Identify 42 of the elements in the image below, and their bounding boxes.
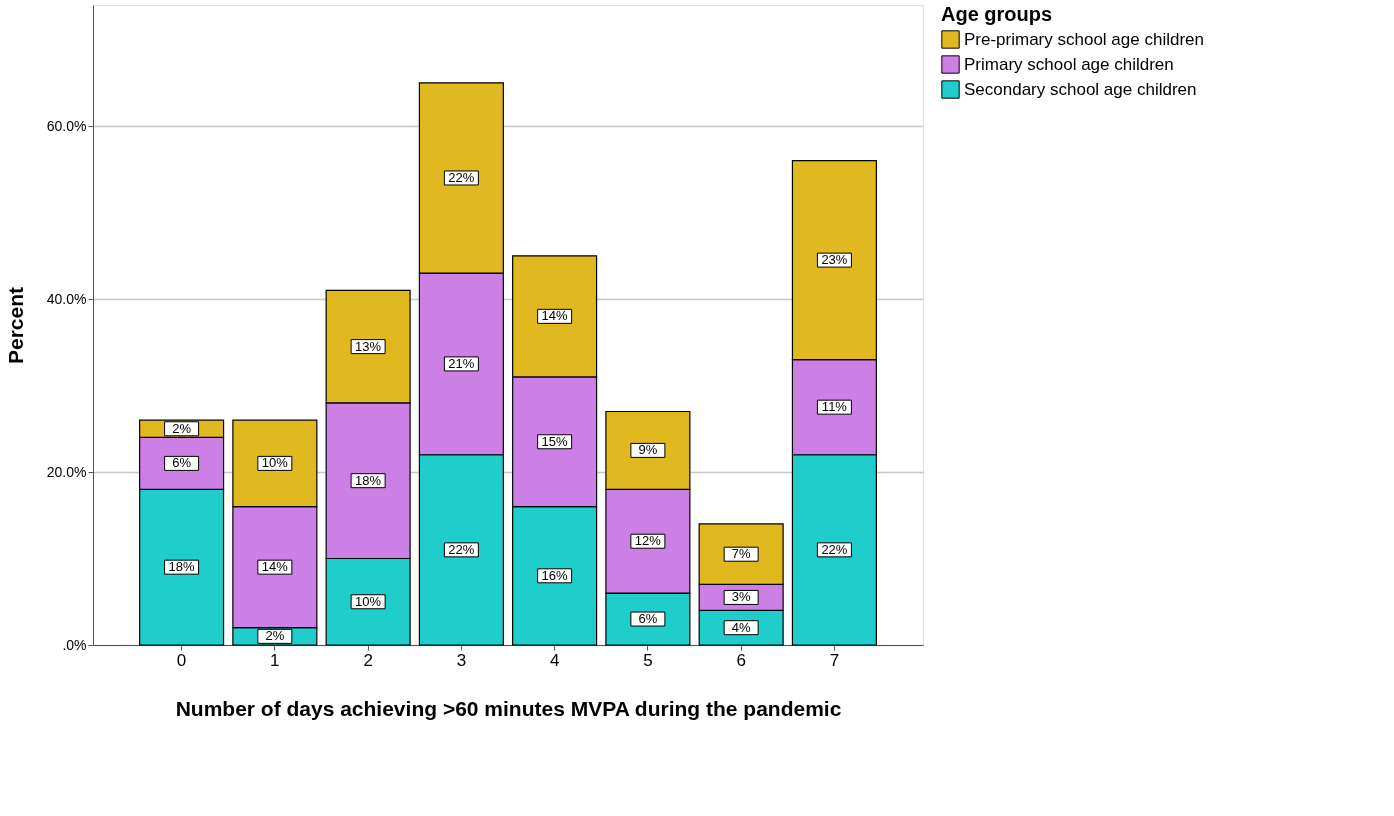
- data-label: 10%: [355, 593, 382, 609]
- legend-title: Age groups: [941, 3, 1053, 25]
- data-label: 11%: [821, 399, 848, 415]
- x-tick-label: 2: [363, 650, 373, 670]
- x-tick-label: 3: [456, 650, 467, 670]
- data-label: 14%: [261, 559, 289, 575]
- data-label: 10%: [261, 455, 289, 471]
- x-axis-title: Number of days achieving >60 minutes MVPA during the pandemic: [175, 696, 842, 720]
- data-label: 12%: [634, 533, 662, 549]
- y-axis-title: Percent: [3, 286, 27, 365]
- legend-label: Pre-primary school age children: [964, 29, 1204, 49]
- x-tick-label: 7: [829, 650, 840, 670]
- legend-label: Secondary school age children: [964, 79, 1197, 99]
- legend-label: Primary school age children: [964, 54, 1174, 74]
- data-label: 18%: [355, 472, 382, 488]
- x-tick-label: 4: [549, 650, 560, 670]
- data-label: 4%: [731, 619, 751, 635]
- data-label: 2%: [172, 420, 192, 436]
- y-tick-label: 40.0%: [46, 290, 87, 307]
- x-tick-label: 5: [643, 650, 653, 670]
- data-label: 22%: [448, 541, 475, 557]
- data-label: 18%: [168, 559, 196, 575]
- data-label: 16%: [541, 567, 569, 583]
- data-label: 6%: [172, 455, 192, 471]
- y-tick-label: 20.0%: [46, 463, 87, 480]
- data-label: 3%: [731, 589, 751, 605]
- data-label: 15%: [541, 433, 569, 449]
- x-tick-label: 6: [736, 650, 746, 670]
- y-tick-label: .0%: [62, 636, 87, 653]
- data-label: 21%: [448, 355, 475, 371]
- x-tick-label: 0: [176, 650, 187, 670]
- data-label: 7%: [731, 546, 751, 562]
- data-label: 22%: [821, 541, 848, 557]
- data-label: 22%: [448, 169, 475, 185]
- data-label: 2%: [265, 628, 285, 644]
- data-label: 23%: [821, 252, 848, 268]
- data-label: 13%: [355, 338, 382, 354]
- data-label: 6%: [638, 611, 658, 627]
- x-tick-label: 1: [270, 650, 280, 670]
- data-label: 9%: [638, 442, 658, 458]
- data-label: 14%: [541, 308, 569, 324]
- y-tick-label: 60.0%: [46, 117, 87, 134]
